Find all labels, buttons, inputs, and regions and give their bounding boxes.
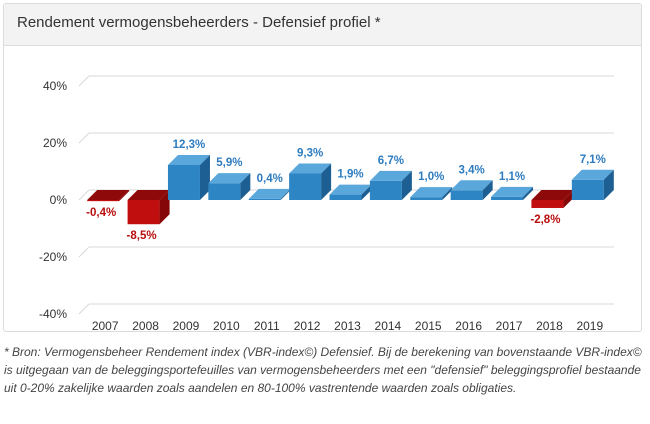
data-label: 1,1% [499,171,525,183]
bar [127,200,160,225]
bar [571,179,604,200]
x-tick-label: 2007 [92,319,119,331]
bar-top [410,187,453,198]
bar [369,180,402,200]
bar-top [248,188,291,199]
y-tick-label: -20% [39,250,67,264]
bar [167,164,200,200]
bar-side [361,184,372,200]
data-label: 12,3% [173,139,206,151]
bar-top [289,163,332,174]
bar-top [329,184,372,195]
data-label: 5,9% [216,157,242,169]
x-tick-label: 2018 [536,319,563,331]
y-tick-label: -40% [39,307,67,321]
bar-chart: 40% 20% 0% -20% -40% -0,4% 2007 -8,5% 2008 12,3% 2… [39,75,614,331]
x-tick-label: 2014 [375,319,402,331]
bar-top [491,186,534,197]
bar [248,198,281,200]
bar-side [119,190,130,202]
data-label: -2,8% [530,214,560,226]
data-label: -8,5% [127,230,157,242]
data-label: 7,1% [580,154,606,166]
bar-top [208,173,251,184]
bar [410,197,443,200]
bar [329,194,362,200]
bar-side [442,187,453,200]
bar-top [571,169,614,180]
x-tick-label: 2013 [334,319,361,331]
y-tick-label: 0% [50,193,68,207]
bar-side [603,169,614,200]
data-label: 1,9% [337,169,363,181]
x-tick-label: 2017 [496,319,523,331]
data-label: 9,3% [297,147,323,159]
x-tick-label: 2009 [173,319,200,331]
bar [87,200,120,202]
x-tick-label: 2015 [415,319,442,331]
x-tick-label: 2012 [294,319,321,331]
bar-side [240,173,251,200]
bar-side [321,163,332,200]
bar [450,190,483,200]
data-label: 0,4% [257,173,283,185]
data-label: -0,4% [86,207,116,219]
bar [531,200,564,208]
gridline-edge [78,303,90,315]
x-tick-label: 2019 [576,319,603,331]
bar-side [159,190,170,225]
chart-title: Rendement vermogensbeheerders - Defensie… [4,4,641,46]
x-tick-label: 2016 [455,319,482,331]
gridline-edge [78,189,90,201]
footnote: * Bron: Vermogensbeheer Rendement index … [4,345,642,395]
chart-card: Rendement vermogensbeheerders - Defensie… [3,3,642,332]
x-tick-label: 2010 [213,319,240,331]
gridline-edge [78,75,90,87]
data-label: 3,4% [459,164,485,176]
y-tick-label: 20% [43,136,67,150]
bar-side [523,186,534,200]
x-tick-label: 2011 [254,319,280,331]
bar-top [450,180,493,191]
bar [208,183,241,200]
bar-side [563,190,574,208]
gridline-edge [78,132,90,144]
bar-side [482,180,493,200]
bar-top [127,190,170,200]
bar-side [199,154,210,200]
bar-top [167,154,210,165]
data-label: 1,0% [418,171,444,183]
bar [289,173,322,200]
bar-top [531,190,574,200]
x-tick-label: 2008 [132,319,159,331]
bar-top [369,170,412,181]
y-tick-label: 40% [43,79,67,93]
bar [491,196,524,200]
data-label: 6,7% [378,155,404,167]
plot-area: 40% 20% 0% -20% -40% -0,4% 2007 -8,5% 2008 12,3% 2… [4,46,641,331]
bar-side [280,188,291,200]
bar-top [87,190,130,200]
bar-side [401,170,412,200]
gridline-edge [78,246,90,258]
